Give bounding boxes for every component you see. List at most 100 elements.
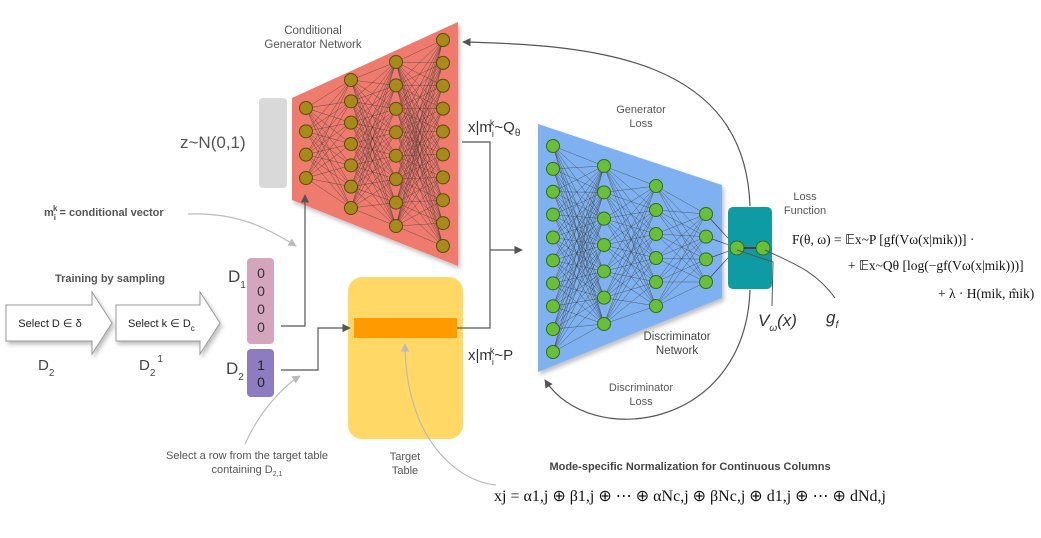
- generator-edge: [350, 155, 397, 187]
- discriminator-edge: [603, 209, 657, 298]
- generator-edge: [395, 85, 444, 155]
- discriminator-node: [649, 227, 663, 241]
- discriminator-node: [597, 317, 611, 331]
- generator-edge: [395, 61, 444, 132]
- discriminator-edge: [552, 168, 605, 272]
- d2-to-table-arrow: [281, 323, 351, 371]
- discriminator-label-line2: Network: [656, 345, 698, 357]
- generator-edge: [350, 155, 397, 209]
- discriminator-edge: [603, 192, 657, 307]
- discriminator-loss-line2: Loss: [629, 396, 653, 408]
- generator-edge: [350, 186, 397, 203]
- generator-edge: [305, 79, 352, 132]
- discriminator-edge: [552, 165, 605, 261]
- discriminator-edge: [552, 218, 605, 353]
- generator-edge: [395, 62, 444, 227]
- generator-edge: [350, 85, 397, 209]
- discriminator-edge: [552, 323, 605, 330]
- generator-edge: [350, 165, 397, 180]
- generator-edge: [350, 108, 397, 187]
- discriminator-edge: [603, 209, 657, 219]
- generator-edge: [395, 85, 444, 227]
- discriminator-edge: [603, 218, 657, 259]
- generator-edge: [350, 178, 397, 209]
- step2-label: Select k ∈ Dc: [128, 318, 195, 333]
- discriminator-edge: [603, 165, 657, 307]
- generator-edge: [395, 39, 444, 86]
- cond-vector-pointer: [187, 213, 297, 247]
- generator-node: [389, 148, 403, 163]
- discriminator-edge: [552, 214, 605, 272]
- generator-edge: [305, 107, 352, 123]
- discriminator-edge: [655, 236, 707, 283]
- generator-edge: [350, 108, 397, 166]
- generator-node: [344, 137, 358, 151]
- discriminator-edge: [655, 213, 707, 259]
- g-f-pointer: [764, 249, 836, 299]
- generator-edge: [350, 122, 397, 203]
- loss-formula-line1: F(θ, ω) = 𝔼x~P [gf(Vω(x|mik))] ·: [792, 232, 974, 247]
- discriminator-edges: [552, 145, 738, 353]
- generator-edge: [350, 122, 397, 133]
- discriminator-edge: [655, 185, 707, 215]
- generator-edge: [350, 79, 397, 203]
- generator-node: [389, 55, 403, 69]
- generator-node: [344, 115, 358, 130]
- discriminator-edge: [552, 244, 605, 284]
- generator-edge: [350, 85, 397, 145]
- discriminator-edge: [655, 257, 707, 283]
- discriminator-edge: [552, 218, 605, 330]
- fake-sample-label: x|mik~Qθ: [468, 118, 521, 139]
- generator-edge: [305, 143, 352, 179]
- discriminator-node: [546, 230, 560, 245]
- discriminator-edge: [603, 244, 657, 259]
- discriminator-edge: [552, 168, 605, 193]
- generator-edge: [350, 79, 397, 133]
- discriminator-edge: [603, 192, 657, 235]
- discriminator-edge: [552, 165, 605, 215]
- generator-node: [299, 171, 313, 185]
- discriminator-edge: [603, 185, 657, 272]
- generator-node: [436, 147, 450, 162]
- discriminator-node: [546, 253, 560, 268]
- generator-edge: [305, 107, 352, 209]
- generator-edge: [350, 202, 397, 209]
- discriminator-label-line1: Discriminator: [643, 331, 710, 343]
- discriminator-edge: [552, 214, 605, 246]
- generator-edge: [350, 108, 397, 123]
- generator-node: [436, 239, 450, 253]
- discriminator-edge: [552, 145, 605, 167]
- generator-edge: [350, 101, 397, 203]
- generator-node: [436, 55, 450, 70]
- loss-node-2: [755, 240, 771, 256]
- discriminator-edge: [552, 218, 605, 238]
- generator-edge: [305, 177, 352, 209]
- discriminator-edge: [655, 257, 707, 260]
- discriminator-edge: [603, 209, 657, 325]
- discriminator-edge: [603, 192, 657, 211]
- v-omega-pointer: [736, 249, 774, 307]
- generator-node: [436, 101, 450, 116]
- discriminator-edge: [552, 237, 605, 298]
- d2-vector-box: [247, 349, 274, 397]
- generator-edge: [395, 131, 444, 227]
- discriminator-edge: [552, 244, 605, 330]
- generator-edge: [395, 39, 444, 63]
- discriminator-edge: [552, 145, 605, 219]
- generator-edge: [350, 122, 397, 180]
- discriminator-node: [597, 211, 611, 226]
- discriminator-edge: [552, 192, 605, 261]
- discriminator-node: [546, 184, 560, 199]
- discriminator-edge: [552, 214, 605, 298]
- discriminator-edge: [552, 145, 605, 298]
- discriminator-edge: [552, 165, 605, 238]
- discriminator-edge: [603, 244, 657, 307]
- generator-network-shape: [292, 22, 458, 266]
- generator-edge: [350, 101, 397, 133]
- generator-edge: [350, 61, 397, 102]
- generator-edge: [350, 143, 397, 156]
- generator-edge: [305, 131, 352, 187]
- discriminator-node: [649, 299, 663, 313]
- discriminator-edge: [655, 236, 707, 307]
- loss-formula-line2: + 𝔼x~Qθ [log(−gf(Vω(x|mik)))]: [848, 258, 1024, 273]
